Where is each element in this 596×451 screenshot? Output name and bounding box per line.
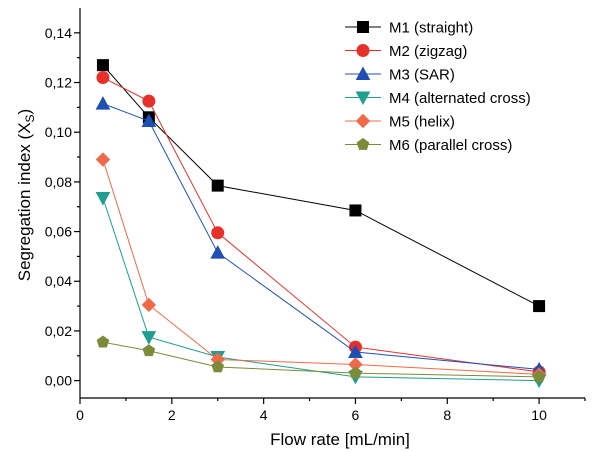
data-point: [211, 179, 224, 192]
data-point: [142, 94, 156, 108]
data-point: [96, 71, 110, 85]
x-tick-label: 6: [352, 407, 360, 423]
y-tick-label: 0,00: [45, 373, 72, 389]
x-tick-label: 10: [531, 407, 547, 423]
series-line: [102, 197, 540, 382]
data-point: [95, 96, 111, 110]
data-point: [142, 344, 156, 357]
legend-item: M5 (helix): [345, 114, 455, 131]
data-point: [349, 204, 362, 217]
series-5: [95, 152, 547, 382]
y-tick-label: 0,14: [45, 25, 72, 41]
series-6: [96, 335, 546, 383]
series-3: [95, 96, 547, 376]
data-point: [95, 192, 111, 206]
x-tick-label: 4: [260, 407, 268, 423]
y-tick-label: 0,12: [45, 75, 72, 91]
y-axis-title: Segregation index (XS): [15, 109, 37, 281]
x-tick-label: 2: [168, 407, 176, 423]
y-axis-title-subscript: S: [23, 114, 37, 122]
data-point: [210, 245, 226, 259]
series-line: [102, 341, 540, 378]
legend-label: M3 (SAR): [389, 67, 455, 84]
y-axis-title-close: ): [15, 109, 34, 115]
series-2: [96, 71, 546, 379]
legend-marker: [357, 21, 369, 33]
y-tick-label: 0,04: [45, 273, 72, 289]
data-point: [211, 226, 225, 240]
data-point: [95, 152, 111, 167]
legend-item: M1 (straight): [345, 20, 473, 37]
legend-marker: [356, 44, 370, 57]
data-point: [141, 113, 157, 128]
data-point: [141, 297, 157, 313]
legend-label: M2 (zigzag): [389, 43, 467, 60]
legend-marker: [356, 137, 370, 150]
data-point: [96, 335, 110, 348]
legend-item: M3 (SAR): [345, 66, 455, 84]
y-axis-title-main: Segregation index (X: [15, 122, 34, 281]
data-point: [211, 360, 225, 373]
y-tick-label: 0,10: [45, 124, 72, 140]
series-1: [96, 59, 546, 313]
data-point: [96, 59, 109, 72]
legend-marker: [355, 66, 371, 80]
legend-label: M5 (helix): [389, 114, 455, 131]
y-tick-label: 0,08: [45, 174, 72, 190]
x-tick-label: 8: [443, 407, 451, 423]
legend-item: M4 (alternated cross): [345, 90, 531, 107]
series-line: [102, 159, 540, 375]
legend-marker: [355, 91, 371, 106]
y-tick-label: 0,02: [45, 323, 72, 339]
legend-label: M4 (alternated cross): [389, 90, 531, 107]
data-point: [533, 300, 546, 313]
data-point: [141, 331, 157, 345]
legend-label: M1 (straight): [389, 20, 473, 37]
legend-item: M6 (parallel cross): [345, 137, 512, 154]
data-point: [349, 366, 362, 379]
x-axis-title: Flow rate [mL/min]: [270, 430, 410, 449]
x-tick-label: 0: [76, 407, 84, 423]
series-4: [95, 192, 547, 389]
legend-label: M6 (parallel cross): [389, 137, 512, 154]
y-tick-label: 0,06: [45, 224, 72, 240]
data-point: [532, 370, 546, 383]
legend-marker: [355, 113, 371, 129]
legend-item: M2 (zigzag): [345, 43, 467, 60]
